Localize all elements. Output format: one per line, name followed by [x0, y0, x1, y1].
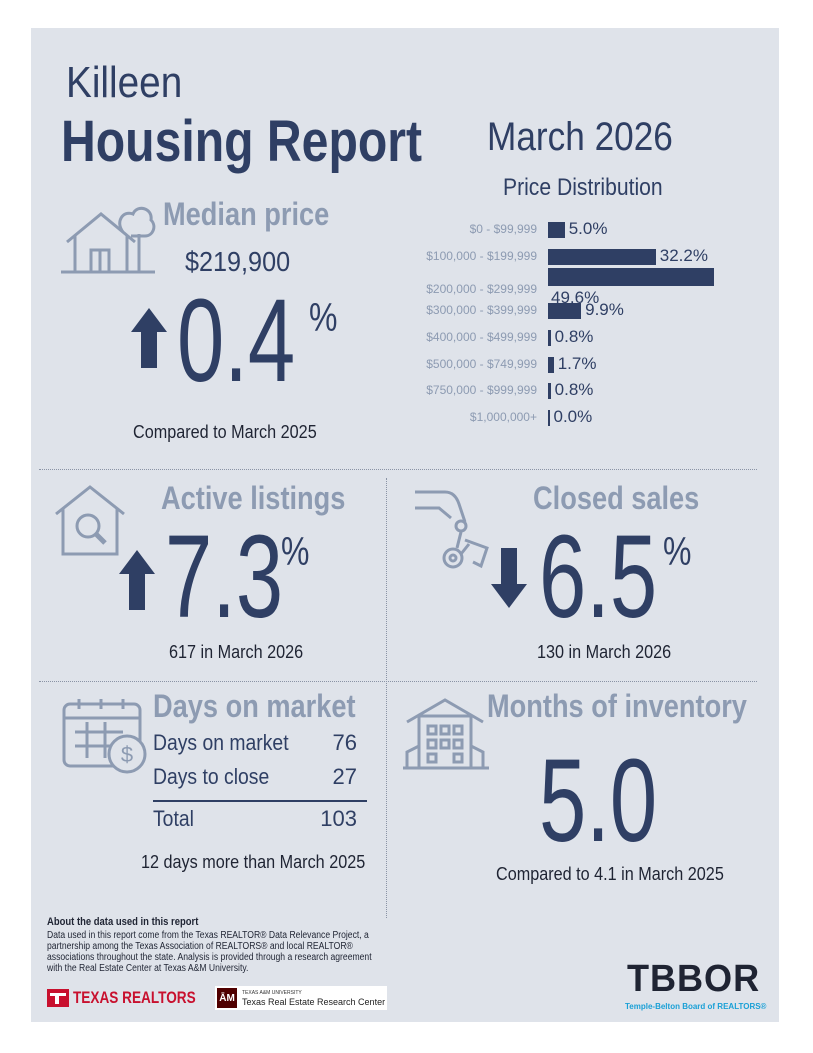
report-title: Housing Report [61, 109, 423, 174]
dom-total-value: 103 [320, 806, 357, 831]
dom-row-label: Days on market [153, 730, 289, 755]
price-distribution-category-label: $100,000 - $199,999 [426, 248, 537, 263]
apartment-building-icon [401, 696, 491, 772]
price-distribution-bar [548, 410, 550, 427]
price-distribution-value-label: 9.9% [585, 299, 624, 319]
calendar-dollar-icon: $ [61, 696, 151, 776]
arrow-down-icon [491, 548, 527, 608]
about-text: Data used in this report come from the T… [47, 930, 372, 974]
price-distribution-bar [548, 329, 551, 346]
texas-realtors-text: TEXAS REALTORS [73, 988, 196, 1007]
months-inventory-comparison: Compared to 4.1 in March 2025 [496, 864, 724, 884]
median-price-comparison: Compared to March 2025 [133, 422, 317, 442]
texas-realtors-logo: TEXAS REALTORS [47, 988, 226, 1008]
price-distribution-bar [548, 248, 656, 265]
price-distribution-bar [548, 302, 582, 319]
tbbor-logo-text: TBBOR [627, 958, 761, 1000]
active-listings-change: 7.3 [165, 511, 284, 643]
dtc-row-value: 27 [332, 764, 357, 789]
dom-total-rule [153, 800, 367, 802]
price-distribution-category-label: $300,000 - $399,999 [426, 302, 537, 317]
price-distribution-bar [548, 222, 565, 238]
price-distribution-category-label: $0 - $99,999 [469, 222, 537, 236]
price-distribution-title: Price Distribution [503, 174, 663, 201]
months-inventory-label: Months of inventory [487, 688, 747, 724]
price-distribution-category-label: $500,000 - $749,999 [426, 356, 537, 371]
closed-sales-label: Closed sales [533, 480, 700, 516]
price-distribution-value-label: 0.0% [553, 407, 593, 427]
divider-row-2 [39, 681, 757, 682]
price-distribution-bar [548, 383, 551, 400]
months-inventory-value: 5.0 [539, 735, 658, 867]
median-price-value: $219,900 [185, 246, 291, 277]
house-search-icon [53, 484, 127, 558]
price-distribution-bar [548, 267, 714, 286]
price-distribution-value-label: 0.8% [554, 380, 594, 400]
tamu-mark-icon: ĀM [217, 988, 237, 1008]
price-distribution-value-label: 32.2% [659, 245, 708, 265]
dom-total-label: Total [153, 806, 194, 831]
price-distribution-value-label: 49.6% [551, 287, 600, 307]
price-distribution-bar [548, 356, 554, 373]
divider-row-1 [39, 469, 757, 470]
price-distribution-category-label: $400,000 - $499,999 [426, 329, 537, 344]
active-listings-label: Active listings [161, 480, 346, 516]
median-price-label: Median price [163, 196, 330, 232]
report-period: March 2026 [487, 115, 673, 159]
closed-sales-detail: 130 in March 2026 [537, 642, 672, 662]
price-distribution-value-label: 1.7% [557, 353, 597, 373]
arrow-up-icon [119, 550, 155, 610]
median-price-change: 0.4 [177, 275, 296, 407]
about-title: About the data used in this report [47, 916, 199, 928]
active-listings-detail: 617 in March 2026 [169, 642, 304, 662]
price-distribution-value-label: 5.0% [568, 219, 608, 238]
closed-sales-percent: % [663, 530, 692, 574]
active-listings-percent: % [281, 530, 310, 574]
median-price-percent: % [309, 296, 338, 340]
city-name: Killeen [66, 58, 183, 107]
tbbor-sub-text: Temple-Belton Board of REALTORS® [625, 1002, 767, 1011]
divider-column [386, 478, 387, 918]
dom-row-value: 76 [332, 730, 357, 755]
tamu-center-text: Texas Real Estate Research Center [242, 997, 386, 1007]
closed-sales-change: 6.5 [539, 511, 658, 643]
arrow-up-icon [131, 308, 167, 368]
svg-text:$: $ [121, 742, 133, 767]
house-tree-icon [61, 204, 157, 276]
days-on-market-label: Days on market [153, 688, 356, 724]
tamu-logo: ĀM TEXAS A&M UNIVERSITY Texas Real Estat… [215, 986, 387, 1010]
price-distribution-value-label: 0.8% [554, 326, 594, 346]
price-distribution-category-label: $200,000 - $299,999 [426, 281, 537, 296]
texas-realtors-mark-icon [47, 989, 69, 1007]
hand-keys-icon [411, 488, 495, 574]
tbbor-logo: TBBOR Temple-Belton Board of REALTORS® [625, 958, 775, 1018]
report-panel: Killeen Housing Report March 2026 Median… [31, 28, 779, 1022]
price-distribution-category-label: $1,000,000+ [469, 410, 537, 425]
price-distribution-category-label: $750,000 - $999,999 [426, 383, 537, 398]
dtc-row-label: Days to close [153, 764, 270, 789]
dom-comparison: 12 days more than March 2025 [141, 852, 366, 872]
tamu-small-text: TEXAS A&M UNIVERSITY [242, 990, 302, 996]
